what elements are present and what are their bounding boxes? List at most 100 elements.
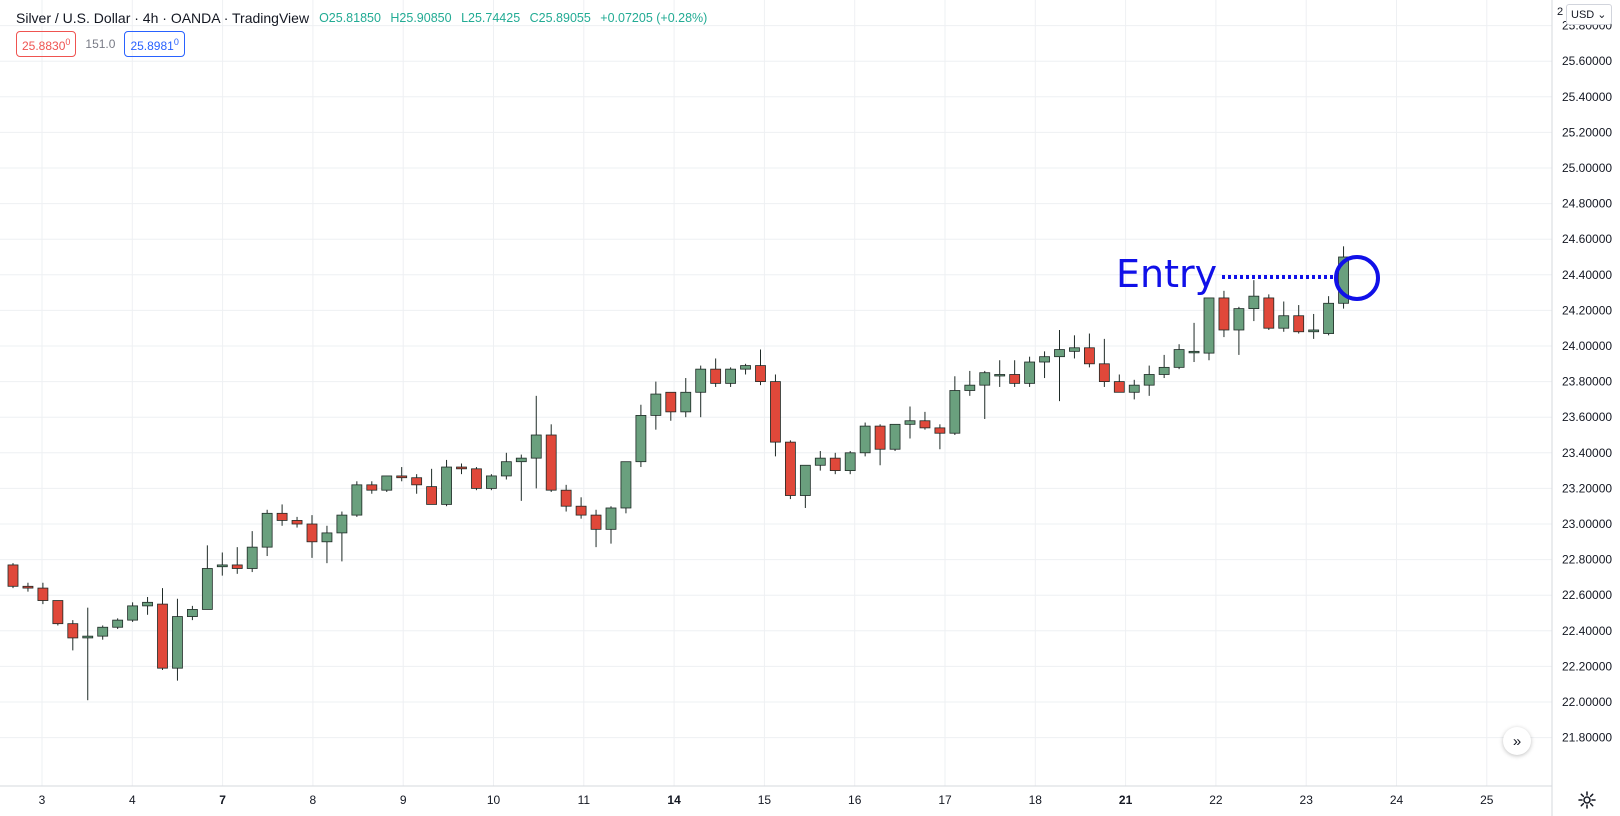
candle xyxy=(351,481,363,517)
time-tick-label: 10 xyxy=(487,793,501,807)
candle-body xyxy=(650,393,662,416)
price-tick-label: 24.00000 xyxy=(1562,339,1612,353)
candle xyxy=(112,618,124,630)
candle-body xyxy=(590,514,602,530)
ohlc-values: O25.81850 H25.90850 L25.74425 C25.89055 … xyxy=(319,11,713,25)
gear-icon[interactable] xyxy=(1577,790,1597,810)
candle xyxy=(1203,297,1215,361)
candle xyxy=(1263,294,1275,330)
spread-value: 151.0 xyxy=(85,37,116,51)
candle-body xyxy=(1218,297,1230,331)
candle-body xyxy=(1308,329,1320,333)
candle-body xyxy=(201,568,213,610)
buy-price: 25.8981 xyxy=(130,39,174,53)
candle xyxy=(575,497,587,519)
candle-body xyxy=(426,486,438,505)
candle xyxy=(934,424,946,450)
axis-borders xyxy=(0,0,1553,816)
price-tick-label: 23.60000 xyxy=(1562,410,1612,424)
candle xyxy=(261,509,273,557)
candle-body xyxy=(186,609,198,617)
chevron-down-icon: ⌄ xyxy=(1597,9,1607,21)
candle xyxy=(635,404,647,468)
candle-body xyxy=(1263,297,1275,329)
candle-body xyxy=(1024,361,1035,384)
candle xyxy=(844,451,856,475)
price-tick-label: 25.20000 xyxy=(1562,125,1612,139)
candle-body xyxy=(755,365,766,382)
candle-body xyxy=(1338,256,1349,304)
candle-body xyxy=(441,466,452,505)
candle-body xyxy=(1203,297,1215,354)
candle-body xyxy=(1143,374,1155,386)
candle xyxy=(37,582,49,605)
close-value: C25.89055 xyxy=(529,11,591,25)
candle xyxy=(186,605,198,621)
candle xyxy=(889,423,901,452)
candle-body xyxy=(575,505,587,516)
candle xyxy=(456,463,467,475)
candle xyxy=(919,411,931,430)
change-value: +0.07205 (+0.28%) xyxy=(600,11,708,25)
candle xyxy=(142,596,153,615)
candle xyxy=(1024,356,1035,387)
candle-body xyxy=(67,623,79,639)
candle xyxy=(1338,246,1349,309)
candle-body xyxy=(949,390,961,434)
low-value: L25.74425 xyxy=(461,11,521,25)
candle xyxy=(829,452,841,475)
price-tick-label: 23.00000 xyxy=(1562,517,1612,531)
price-tick-label: 23.20000 xyxy=(1562,481,1612,495)
candle-body xyxy=(770,381,781,443)
candle xyxy=(979,370,991,419)
candle xyxy=(949,376,961,435)
candle xyxy=(246,531,258,573)
candle xyxy=(321,525,333,564)
candle-body xyxy=(306,523,318,543)
entry-annotation: Entry xyxy=(1116,252,1380,301)
candle-body xyxy=(1009,374,1021,384)
candle xyxy=(560,484,572,512)
candle xyxy=(904,406,916,439)
candle xyxy=(710,358,722,387)
sell-button[interactable]: 25.88300 xyxy=(16,31,77,57)
candle xyxy=(545,424,557,492)
candle-body xyxy=(456,466,467,470)
candle xyxy=(785,440,796,500)
candle-body xyxy=(351,484,363,516)
candle-body xyxy=(485,475,497,489)
currency-selector[interactable]: USD ⌄ xyxy=(1566,4,1612,25)
candle xyxy=(441,459,452,507)
symbol-title[interactable]: Silver / U.S. Dollar · 4h · OANDA · Trad… xyxy=(16,10,310,26)
price-tick-label: 24.40000 xyxy=(1562,268,1612,282)
candle xyxy=(231,547,243,574)
candle xyxy=(1113,374,1125,393)
candle-body xyxy=(1233,308,1245,331)
candle xyxy=(381,475,393,492)
time-tick-label: 21 xyxy=(1119,793,1133,807)
entry-label: Entry xyxy=(1116,252,1217,296)
candle xyxy=(874,424,886,466)
candle-body xyxy=(321,532,333,543)
candle-body xyxy=(500,461,512,477)
candle xyxy=(1308,313,1320,339)
candle xyxy=(7,563,19,589)
candle xyxy=(755,349,766,386)
candle xyxy=(500,452,512,480)
price-tick-label: 24.80000 xyxy=(1562,197,1612,211)
candle xyxy=(620,461,632,514)
candle xyxy=(97,625,109,640)
candle xyxy=(994,360,1006,387)
candle xyxy=(1173,344,1185,370)
candle xyxy=(366,481,378,494)
candle xyxy=(1128,379,1140,400)
candle-body xyxy=(979,372,991,386)
candle-body xyxy=(725,368,736,384)
currency-label: USD xyxy=(1571,9,1595,21)
scroll-to-realtime-button[interactable]: » xyxy=(1503,727,1531,755)
candle xyxy=(82,607,94,701)
top-price-label: 2 xyxy=(1557,6,1563,18)
candle-body xyxy=(1248,295,1260,310)
buy-button[interactable]: 25.89810 xyxy=(124,31,185,57)
